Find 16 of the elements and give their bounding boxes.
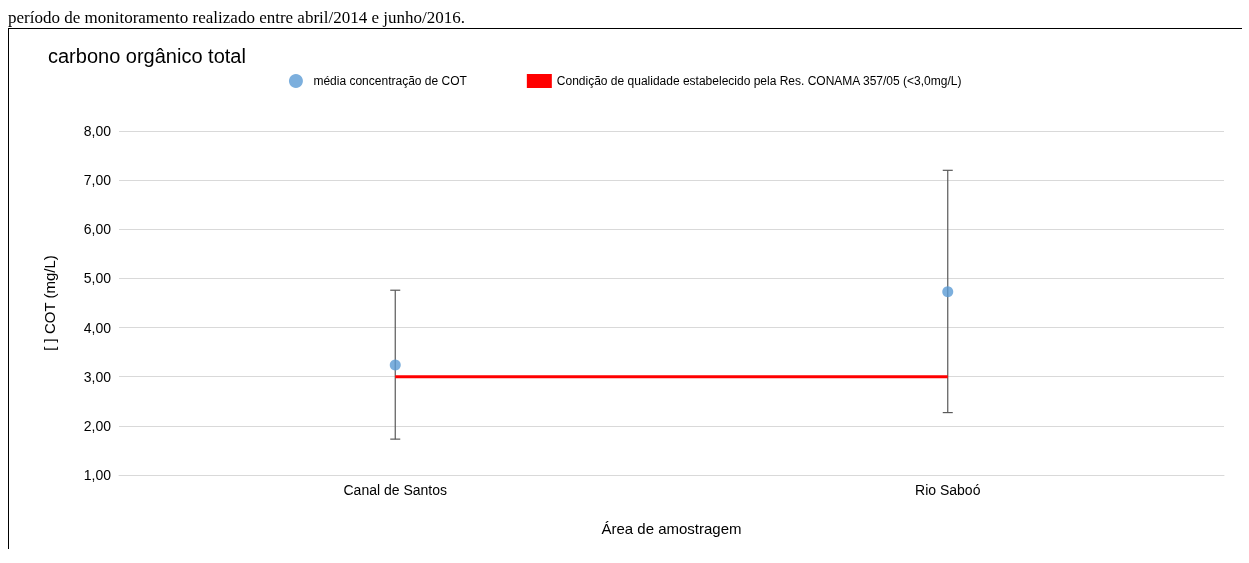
text: período de monitoramento realizado entre abril/2014 e junho/2016. (8, 8, 466, 28)
y-tick-label: 5,00 (83, 270, 112, 287)
legend-label: média concentração de COT (313, 74, 468, 88)
y-tick-label: 7,00 (83, 172, 112, 189)
legend-label: Condição de qualidade estabelecido pela Res. CONAMA 357/05 (<3,0mg/L) (556, 74, 962, 88)
y-tick-label: 3,00 (83, 368, 112, 385)
x-tick-label: Rio Saboó (915, 482, 981, 498)
y-tick-label: 8,00 (83, 123, 112, 139)
y-tick-label: 6,00 (83, 221, 112, 238)
x-tick-label: Canal de Santos (343, 482, 448, 498)
y-tick-label: 4,00 (83, 319, 112, 336)
chart-title: carbono orgânico total (48, 45, 246, 67)
y-axis-title: [ ] COT (mg/L) (41, 255, 58, 351)
x-axis-title: Área de amostragem (601, 520, 742, 537)
y-tick-label: 2,00 (83, 417, 112, 434)
y-tick-label: 1,00 (83, 467, 112, 483)
